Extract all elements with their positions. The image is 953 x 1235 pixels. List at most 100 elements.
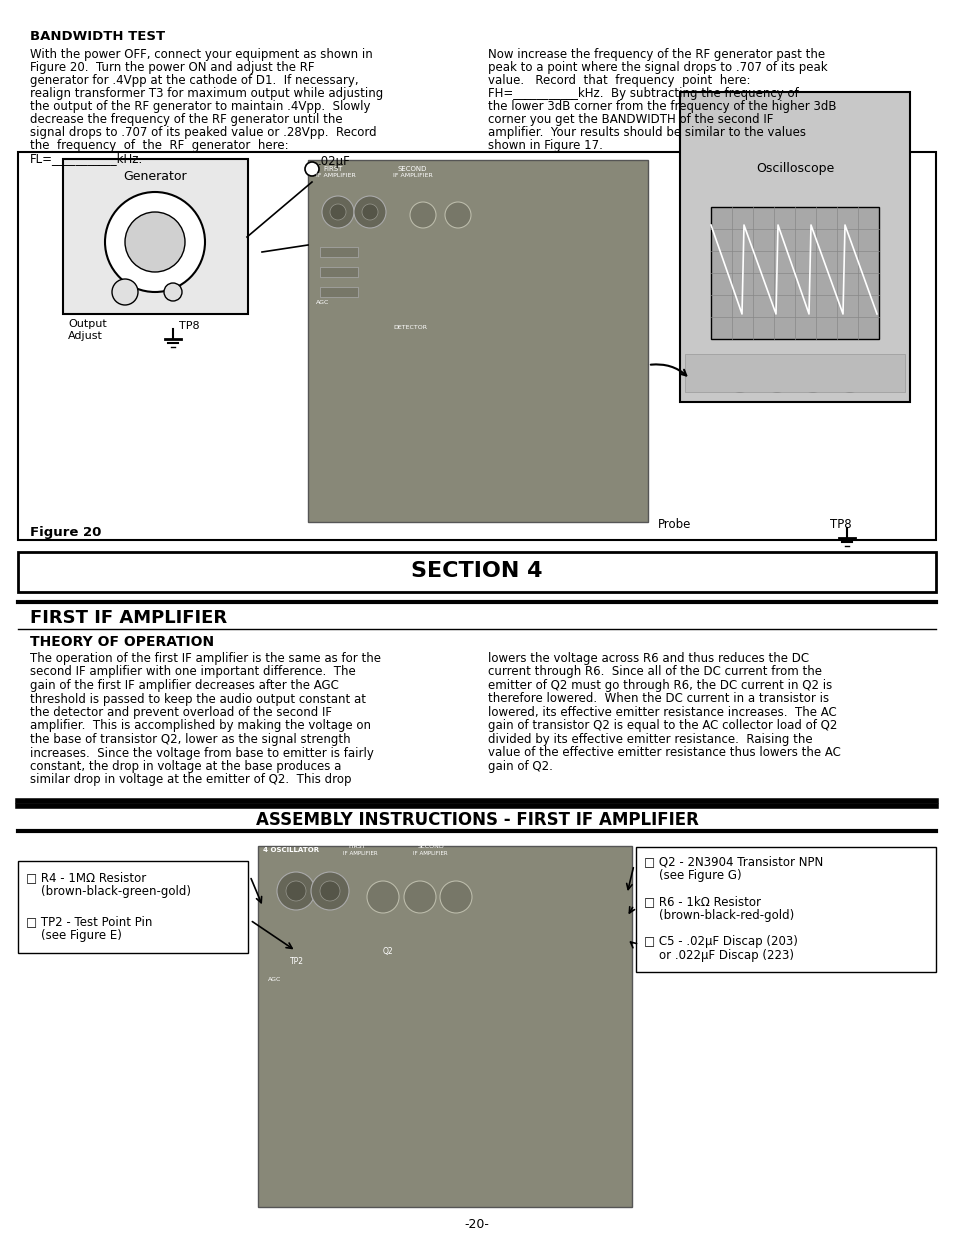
Text: value of the effective emitter resistance thus lowers the AC: value of the effective emitter resistanc… (488, 746, 840, 760)
Bar (319, 247, 357, 257)
Text: □ R4 - 1MΩ Resistor: □ R4 - 1MΩ Resistor (26, 871, 146, 884)
Text: FH=___________kHz.  By subtracting the frequency of: FH=___________kHz. By subtracting the fr… (488, 86, 798, 100)
Text: current through R6.  Since all of the DC current from the: current through R6. Since all of the DC … (488, 666, 821, 678)
Text: second IF amplifier with one important difference.  The: second IF amplifier with one important d… (30, 666, 355, 678)
Text: (brown-black-red-gold): (brown-black-red-gold) (643, 909, 794, 923)
Circle shape (305, 162, 318, 177)
Text: □ R6 - 1kΩ Resistor: □ R6 - 1kΩ Resistor (643, 895, 760, 908)
Text: FIRST IF AMPLIFIER: FIRST IF AMPLIFIER (30, 609, 227, 627)
Text: Q2: Q2 (382, 947, 394, 956)
Text: Oscilloscope: Oscilloscope (755, 162, 833, 175)
Text: (see Figure E): (see Figure E) (26, 929, 122, 942)
Text: increases.  Since the voltage from base to emitter is fairly: increases. Since the voltage from base t… (30, 746, 374, 760)
Bar (308, 161, 647, 522)
Circle shape (322, 196, 354, 228)
Text: signal drops to .707 of its peaked value or .28Vpp.  Record: signal drops to .707 of its peaked value… (30, 126, 376, 140)
Bar (257, 846, 631, 1207)
Text: Probe: Probe (658, 517, 691, 531)
Text: peak to a point where the signal drops to .707 of its peak: peak to a point where the signal drops t… (488, 61, 827, 74)
Text: constant, the drop in voltage at the base produces a: constant, the drop in voltage at the bas… (30, 760, 341, 773)
Circle shape (105, 191, 205, 291)
Text: AGC: AGC (268, 977, 281, 982)
Text: gain of Q2.: gain of Q2. (488, 760, 553, 773)
Text: Generator: Generator (123, 170, 187, 183)
Text: the base of transistor Q2, lower as the signal strength: the base of transistor Q2, lower as the … (30, 734, 351, 746)
Text: Figure 20.  Turn the power ON and adjust the RF: Figure 20. Turn the power ON and adjust … (30, 61, 314, 74)
Bar (18, 552, 935, 592)
Text: 4 OSCILLATOR: 4 OSCILLATOR (263, 847, 319, 853)
Text: FL=___________kHz.: FL=___________kHz. (30, 152, 143, 165)
Bar (679, 91, 909, 403)
Text: IF AMPLIFIER: IF AMPLIFIER (315, 173, 355, 178)
Text: TP8: TP8 (829, 517, 851, 531)
Text: the detector and prevent overload of the second IF: the detector and prevent overload of the… (30, 706, 332, 719)
Text: realign transformer T3 for maximum output while adjusting: realign transformer T3 for maximum outpu… (30, 86, 383, 100)
Text: lowered, its effective emitter resistance increases.  The AC: lowered, its effective emitter resistanc… (488, 706, 836, 719)
Circle shape (164, 283, 182, 301)
Bar (710, 207, 878, 338)
Text: DETECTOR: DETECTOR (393, 325, 427, 330)
Text: the  frequency  of  the  RF  generator  here:: the frequency of the RF generator here: (30, 140, 289, 152)
Text: ASSEMBLY INSTRUCTIONS - FIRST IF AMPLIFIER: ASSEMBLY INSTRUCTIONS - FIRST IF AMPLIFI… (255, 811, 698, 829)
Circle shape (444, 203, 471, 228)
Bar (319, 287, 357, 296)
Bar (18, 861, 248, 953)
Circle shape (439, 881, 472, 913)
Circle shape (834, 362, 864, 391)
Bar (63, 159, 248, 314)
Circle shape (803, 368, 821, 387)
Text: -20-: -20- (464, 1218, 489, 1231)
Text: lowers the voltage across R6 and thus reduces the DC: lowers the voltage across R6 and thus re… (488, 652, 808, 664)
Circle shape (319, 881, 339, 902)
Circle shape (767, 368, 785, 387)
Bar (319, 267, 357, 277)
Text: SECOND: SECOND (397, 165, 427, 172)
Text: SECOND: SECOND (417, 844, 444, 848)
Circle shape (125, 212, 185, 272)
Text: IF AMPLIFIER: IF AMPLIFIER (413, 851, 447, 856)
Circle shape (797, 362, 827, 391)
Circle shape (112, 279, 138, 305)
Circle shape (403, 881, 436, 913)
Circle shape (354, 196, 386, 228)
Text: amplifier.  This is accomplished by making the voltage on: amplifier. This is accomplished by makin… (30, 720, 371, 732)
Text: (see Figure G): (see Figure G) (643, 869, 740, 882)
Text: generator for .4Vpp at the cathode of D1.  If necessary,: generator for .4Vpp at the cathode of D1… (30, 74, 358, 86)
Text: IF AMPLIFIER: IF AMPLIFIER (393, 173, 433, 178)
Text: the lower 3dB corner from the frequency of the higher 3dB: the lower 3dB corner from the frequency … (488, 100, 836, 112)
Text: similar drop in voltage at the emitter of Q2.  This drop: similar drop in voltage at the emitter o… (30, 773, 351, 787)
Circle shape (276, 872, 314, 910)
Text: threshold is passed to keep the audio output constant at: threshold is passed to keep the audio ou… (30, 693, 366, 705)
Circle shape (724, 362, 754, 391)
Text: □ Q2 - 2N3904 Transistor NPN: □ Q2 - 2N3904 Transistor NPN (643, 855, 822, 868)
Circle shape (730, 368, 748, 387)
Text: value.   Record  that  frequency  point  here:: value. Record that frequency point here: (488, 74, 750, 86)
Circle shape (311, 872, 349, 910)
Text: the output of the RF generator to maintain .4Vpp.  Slowly: the output of the RF generator to mainta… (30, 100, 370, 112)
Text: With the power OFF, connect your equipment as shown in: With the power OFF, connect your equipme… (30, 48, 373, 61)
Text: SECTION 4: SECTION 4 (411, 561, 542, 580)
Bar (636, 847, 935, 972)
Circle shape (330, 204, 346, 220)
Text: Now increase the frequency of the RF generator past the: Now increase the frequency of the RF gen… (488, 48, 824, 61)
Text: AGC: AGC (315, 300, 329, 305)
Text: divided by its effective emitter resistance.  Raising the: divided by its effective emitter resista… (488, 734, 812, 746)
Text: or .022μF Discap (223): or .022μF Discap (223) (643, 948, 793, 962)
Text: gain of the first IF amplifier decreases after the AGC: gain of the first IF amplifier decreases… (30, 679, 338, 692)
Text: IF AMPLIFIER: IF AMPLIFIER (343, 851, 377, 856)
Bar (684, 354, 904, 391)
Bar (18, 152, 935, 540)
Text: TP2: TP2 (290, 957, 304, 966)
Text: amplifier.  Your results should be similar to the values: amplifier. Your results should be simila… (488, 126, 805, 140)
Text: emitter of Q2 must go through R6, the DC current in Q2 is: emitter of Q2 must go through R6, the DC… (488, 679, 831, 692)
Circle shape (367, 881, 398, 913)
Circle shape (761, 362, 791, 391)
Text: (brown-black-green-gold): (brown-black-green-gold) (26, 885, 191, 898)
Text: FIRST: FIRST (348, 844, 365, 848)
Text: □ C5 - .02μF Discap (203): □ C5 - .02μF Discap (203) (643, 935, 797, 948)
Text: corner you get the BANDWIDTH of the second IF: corner you get the BANDWIDTH of the seco… (488, 112, 773, 126)
Circle shape (361, 204, 377, 220)
Text: decrease the frequency of the RF generator until the: decrease the frequency of the RF generat… (30, 112, 342, 126)
Text: FIRST: FIRST (323, 165, 342, 172)
Text: shown in Figure 17.: shown in Figure 17. (488, 140, 602, 152)
